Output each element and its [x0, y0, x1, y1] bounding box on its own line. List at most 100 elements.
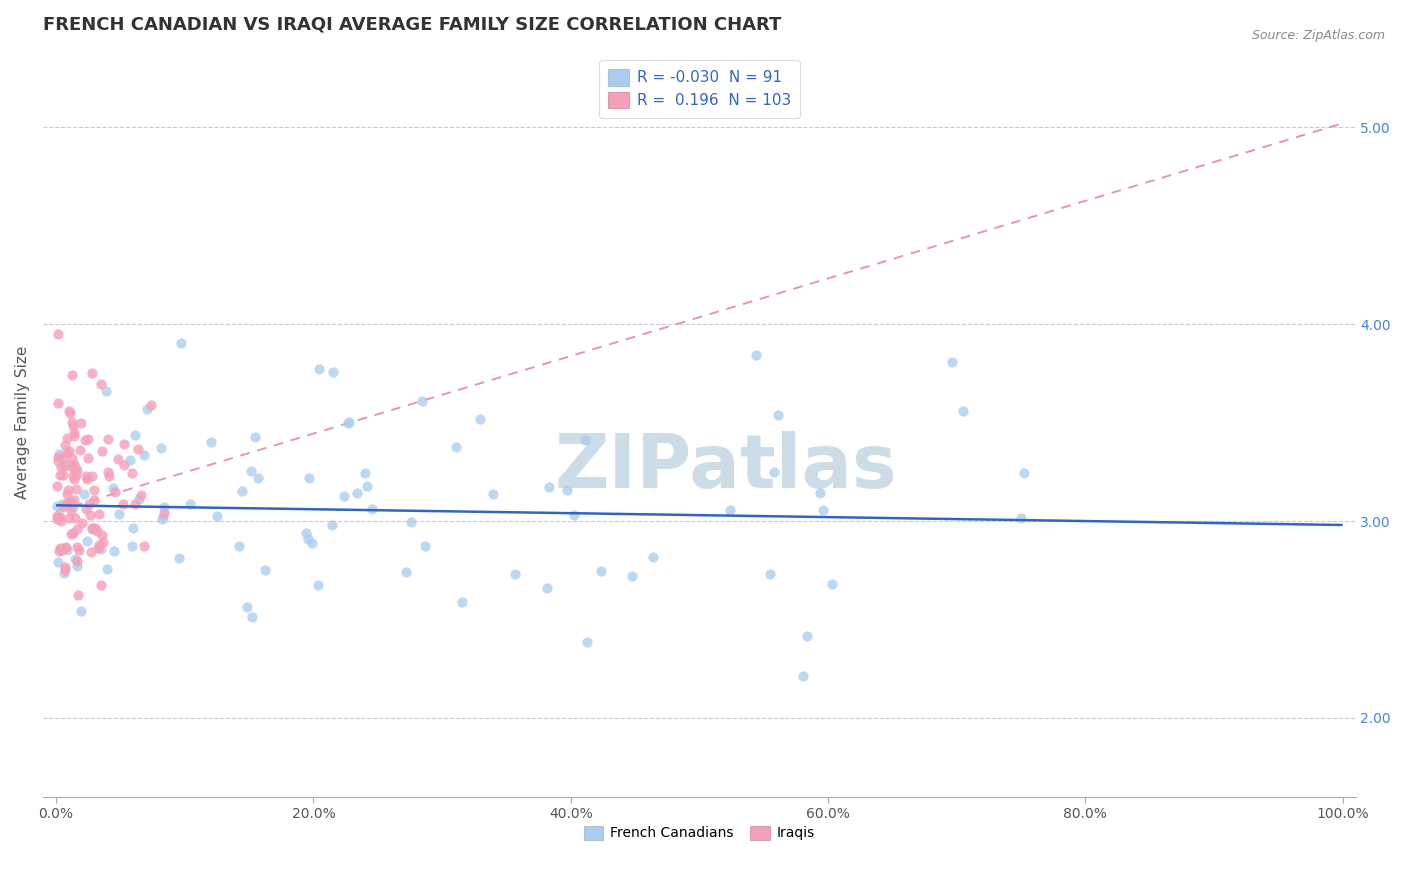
Point — [108, 508, 131, 522]
Point — [574, 434, 596, 448]
Point — [228, 539, 250, 553]
Point — [49, 510, 72, 524]
Point — [49, 459, 72, 474]
Point — [149, 441, 172, 455]
Point — [46, 508, 69, 523]
Point — [96, 562, 118, 576]
Point — [129, 488, 152, 502]
Point — [336, 416, 359, 430]
Point — [55, 446, 77, 460]
Point — [77, 450, 100, 465]
Point — [536, 581, 558, 595]
Point — [399, 515, 422, 529]
Point — [63, 460, 86, 475]
Point — [55, 458, 77, 473]
Point — [55, 496, 77, 510]
Point — [63, 426, 86, 441]
Point — [65, 468, 87, 483]
Point — [51, 450, 73, 465]
Point — [46, 555, 69, 569]
Point — [482, 487, 505, 501]
Point — [124, 496, 146, 510]
Point — [66, 559, 89, 574]
Point — [46, 396, 69, 410]
Point — [239, 465, 262, 479]
Point — [56, 483, 79, 497]
Point — [136, 402, 159, 417]
Point — [132, 448, 155, 462]
Point — [62, 525, 84, 540]
Point — [66, 588, 89, 602]
Point — [346, 485, 368, 500]
Point — [53, 438, 76, 452]
Point — [468, 412, 491, 426]
Point — [58, 443, 80, 458]
Point — [153, 500, 176, 514]
Point — [107, 451, 129, 466]
Point — [76, 432, 98, 446]
Point — [90, 578, 112, 592]
Point — [792, 668, 814, 682]
Point — [62, 461, 84, 475]
Point — [90, 443, 112, 458]
Point — [60, 415, 83, 429]
Point — [360, 501, 382, 516]
Point — [94, 384, 117, 399]
Point — [112, 458, 135, 473]
Point — [118, 452, 141, 467]
Point — [295, 526, 318, 541]
Point — [84, 521, 107, 535]
Point — [66, 541, 89, 555]
Point — [322, 366, 344, 380]
Point — [62, 500, 84, 514]
Point — [112, 437, 135, 451]
Point — [48, 544, 70, 558]
Point — [46, 450, 69, 464]
Point — [254, 563, 277, 577]
Text: ZIPatlas: ZIPatlas — [554, 431, 897, 504]
Point — [321, 518, 343, 533]
Point — [179, 497, 201, 511]
Point — [62, 429, 84, 443]
Point — [555, 483, 578, 497]
Point — [98, 468, 121, 483]
Point — [55, 541, 77, 555]
Point — [91, 527, 114, 541]
Point — [718, 503, 741, 517]
Point — [60, 451, 83, 466]
Point — [55, 487, 77, 501]
Point — [48, 447, 70, 461]
Point — [104, 484, 127, 499]
Point — [46, 510, 69, 524]
Point — [121, 521, 143, 535]
Point — [79, 508, 101, 522]
Point — [90, 542, 112, 557]
Point — [808, 486, 831, 500]
Point — [298, 471, 321, 485]
Point — [62, 472, 84, 486]
Point — [101, 481, 124, 495]
Point — [52, 500, 75, 514]
Point — [205, 509, 228, 524]
Point — [745, 348, 768, 362]
Point — [413, 539, 436, 553]
Point — [240, 609, 263, 624]
Point — [941, 355, 963, 369]
Point — [643, 549, 665, 564]
Text: Source: ZipAtlas.com: Source: ZipAtlas.com — [1251, 29, 1385, 42]
Y-axis label: Average Family Size: Average Family Size — [15, 346, 30, 500]
Point — [307, 577, 329, 591]
Point — [90, 376, 112, 391]
Point — [53, 563, 76, 577]
Point — [952, 403, 974, 417]
Point — [768, 408, 790, 422]
Point — [503, 566, 526, 581]
Point — [63, 460, 86, 475]
Point — [134, 539, 156, 553]
Point — [76, 534, 98, 549]
Point — [112, 497, 135, 511]
Point — [589, 565, 612, 579]
Point — [73, 433, 96, 447]
Point — [121, 539, 143, 553]
Point — [51, 514, 73, 528]
